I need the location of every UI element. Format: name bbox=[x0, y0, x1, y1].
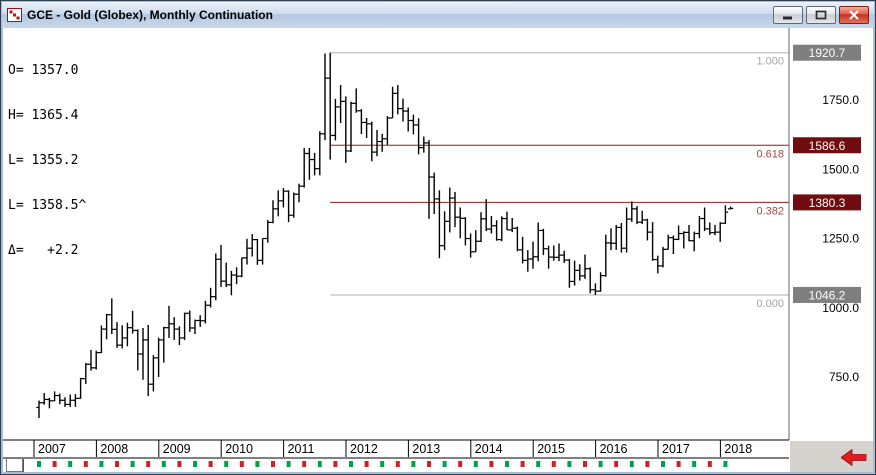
chart-content: 1.000 0.618 0.382 0.000 1750.0 1500.0 1250.0 10… bbox=[3, 28, 873, 472]
svg-text:2017: 2017 bbox=[662, 442, 690, 456]
minimize-icon bbox=[783, 16, 792, 20]
axis-corner bbox=[790, 441, 873, 472]
quote-change: Δ= +2.2 bbox=[8, 243, 79, 258]
svg-text:1920.7: 1920.7 bbox=[809, 46, 846, 60]
maximize-icon bbox=[815, 10, 827, 20]
quote-last: L= 1358.5^ bbox=[8, 198, 87, 213]
svg-text:2011: 2011 bbox=[288, 442, 315, 456]
svg-text:1586.6: 1586.6 bbox=[809, 139, 846, 153]
svg-text:2007: 2007 bbox=[38, 442, 66, 456]
close-icon bbox=[849, 10, 859, 20]
svg-text:2018: 2018 bbox=[724, 442, 752, 456]
ohlc-bars[interactable] bbox=[36, 52, 734, 418]
svg-text:750.0: 750.0 bbox=[829, 370, 859, 384]
svg-text:1.000: 1.000 bbox=[756, 56, 784, 68]
svg-text:0.000: 0.000 bbox=[756, 298, 784, 310]
price-chart[interactable]: 1.000 0.618 0.382 0.000 1750.0 1500.0 1250.0 10… bbox=[3, 28, 873, 472]
svg-text:2013: 2013 bbox=[412, 442, 440, 456]
quote-low: L= 1355.2 bbox=[8, 153, 79, 168]
svg-text:0.382: 0.382 bbox=[756, 205, 784, 217]
price-axis[interactable]: 1750.0 1500.0 1250.0 1000.0 750.0 1920.7 1586.… bbox=[788, 28, 861, 440]
svg-text:2010: 2010 bbox=[225, 442, 253, 456]
minimize-button[interactable] bbox=[773, 6, 803, 24]
quote-high: H= 1365.4 bbox=[8, 108, 79, 123]
time-axis[interactable]: 2007 2008 2009 2010 2011 2012 2013 2014 2015 2016… bbox=[3, 439, 789, 459]
scroll-to-end-arrow-icon[interactable] bbox=[841, 449, 867, 466]
close-button[interactable] bbox=[839, 6, 869, 24]
quote-open: O= 1357.0 bbox=[8, 63, 79, 78]
svg-text:1000.0: 1000.0 bbox=[822, 301, 859, 315]
svg-text:2015: 2015 bbox=[537, 442, 565, 456]
svg-text:1500.0: 1500.0 bbox=[822, 162, 859, 176]
fib-retracement-lines: 1.000 0.618 0.382 0.000 bbox=[330, 52, 789, 310]
svg-text:1250.0: 1250.0 bbox=[822, 232, 859, 246]
scroll-home-button[interactable] bbox=[6, 458, 23, 472]
svg-text:2008: 2008 bbox=[100, 442, 128, 456]
svg-text:1380.3: 1380.3 bbox=[809, 196, 846, 210]
svg-text:2016: 2016 bbox=[600, 442, 628, 456]
svg-text:0.618: 0.618 bbox=[756, 148, 784, 160]
svg-text:1750.0: 1750.0 bbox=[822, 93, 859, 107]
quote-board: O= 1357.0 H= 1365.4 L= 1355.2 L= 1358.5^… bbox=[8, 33, 86, 288]
svg-text:2009: 2009 bbox=[163, 442, 191, 456]
roll-indicator-strip bbox=[37, 461, 728, 467]
title-bar[interactable]: GCE - Gold (Globex), Monthly Continuatio… bbox=[2, 2, 874, 29]
window-controls bbox=[773, 6, 869, 24]
svg-text:2012: 2012 bbox=[350, 442, 378, 456]
maximize-button[interactable] bbox=[806, 6, 836, 24]
svg-text:1046.2: 1046.2 bbox=[809, 288, 846, 302]
window-title: GCE - Gold (Globex), Monthly Continuatio… bbox=[27, 8, 273, 22]
quote-board-icon bbox=[7, 8, 22, 22]
svg-text:2014: 2014 bbox=[475, 442, 503, 456]
